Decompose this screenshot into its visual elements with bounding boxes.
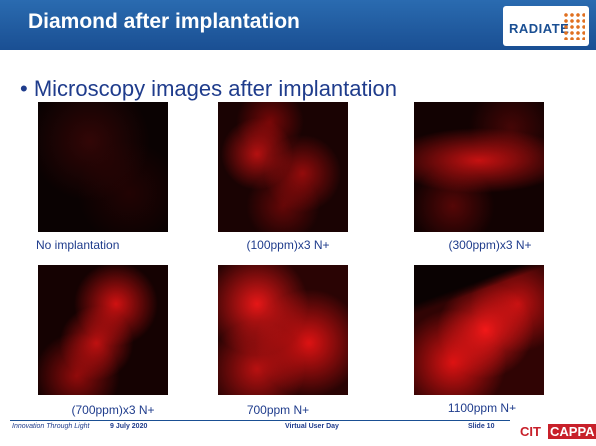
caption: 1100ppm N+: [447, 401, 517, 415]
micrograph: [218, 265, 348, 395]
caption: 700ppm N+: [246, 403, 310, 417]
caption: (300ppm)x3 N+: [448, 238, 532, 252]
slide-title: Diamond after implantation: [28, 10, 300, 33]
footer-event: Virtual User Day: [285, 423, 339, 430]
logo-left: CIT: [520, 424, 541, 439]
bullet-text: Microscopy images after implantation: [33, 76, 397, 101]
header-band: [0, 0, 596, 50]
caption: (700ppm)x3 N+: [71, 403, 155, 417]
bullet: • Microscopy images after implantation: [20, 76, 397, 101]
footer-line: [10, 420, 510, 421]
cit-logo: CIT CAPPA: [512, 410, 596, 446]
footer-tagline: Innovation Through Light: [12, 423, 90, 430]
radiate-logo: RADIATE: [503, 6, 589, 46]
caption: No implantation: [36, 238, 120, 252]
footer-date: 9 July 2020: [110, 423, 148, 430]
logo-right: CAPPA: [548, 424, 596, 439]
logo-dots: [563, 12, 585, 40]
footer-slide: Slide 10: [468, 423, 495, 430]
micrograph: [38, 102, 168, 232]
micrograph: [414, 102, 544, 232]
micrograph: [38, 265, 168, 395]
micrograph: [414, 265, 544, 395]
micrograph: [218, 102, 348, 232]
caption: (100ppm)x3 N+: [246, 238, 330, 252]
logo-text: RADIATE: [509, 21, 570, 36]
